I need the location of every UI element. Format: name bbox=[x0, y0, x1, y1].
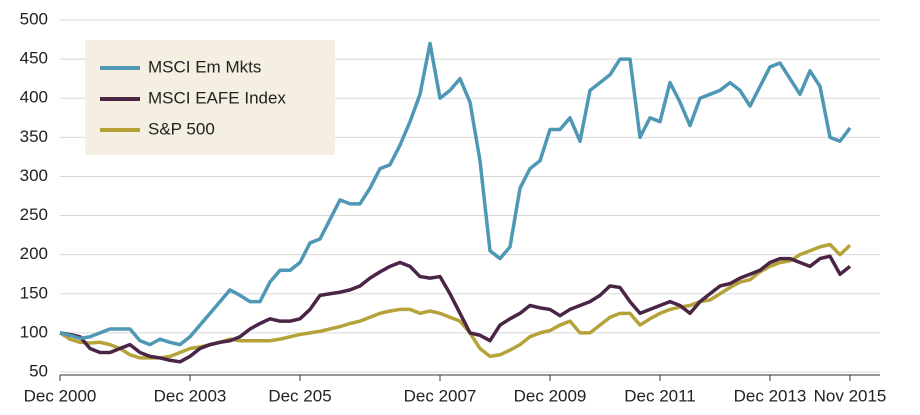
x-tick-label: Dec 2000 bbox=[24, 386, 97, 405]
x-tick-label: Dec 2007 bbox=[404, 386, 477, 405]
x-tick-label: Dec 2009 bbox=[514, 386, 587, 405]
y-tick-label: 300 bbox=[20, 166, 48, 185]
y-tick-label: 50 bbox=[29, 361, 48, 380]
x-tick-label: Nov 2015 bbox=[814, 386, 887, 405]
legend-label: MSCI Em Mkts bbox=[148, 57, 261, 76]
y-tick-label: 350 bbox=[20, 127, 48, 146]
x-tick-label: Dec 2011 bbox=[624, 386, 696, 405]
y-tick-label: 150 bbox=[20, 283, 48, 302]
series-line bbox=[59, 41, 852, 347]
x-tick-label: Dec 2003 bbox=[154, 386, 227, 405]
series-line bbox=[59, 254, 852, 364]
x-tick-label: Dec 205 bbox=[268, 386, 331, 405]
legend: MSCI Em Mkts MSCI EAFE Index S&P 500 bbox=[85, 40, 335, 155]
y-tick-label: 250 bbox=[20, 205, 48, 224]
y-tick-label: 500 bbox=[20, 9, 48, 28]
legend-label: S&P 500 bbox=[148, 119, 215, 138]
legend-label: MSCI EAFE Index bbox=[148, 88, 286, 107]
y-tick-label: 100 bbox=[20, 322, 48, 341]
y-tick-label: 200 bbox=[20, 244, 48, 263]
y-tick-label: 450 bbox=[20, 49, 48, 68]
series-line bbox=[59, 242, 852, 360]
x-tick-label: Dec 2013 bbox=[734, 386, 807, 405]
y-tick-label: 400 bbox=[20, 88, 48, 107]
